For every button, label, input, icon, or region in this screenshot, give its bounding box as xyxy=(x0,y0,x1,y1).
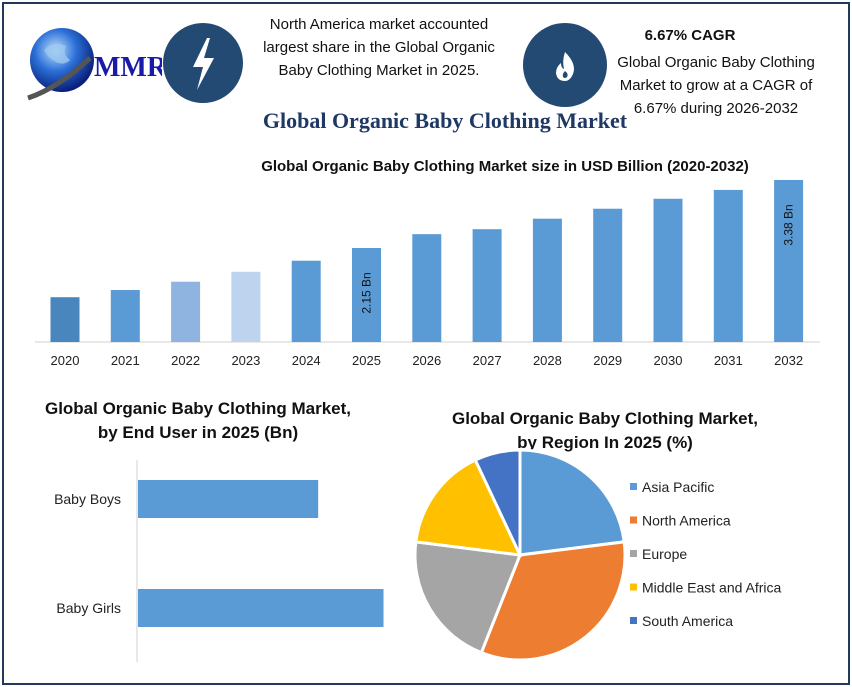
legend-south-america: South America xyxy=(642,613,733,629)
x-tick-2020: 2020 xyxy=(51,353,80,368)
legend-europe: Europe xyxy=(642,546,687,562)
bar-baby-boys xyxy=(138,480,319,518)
slice-europe xyxy=(413,540,523,655)
legend-north-america: North America xyxy=(642,513,731,529)
end-user-title-line2: by End User in 2025 (Bn) xyxy=(97,423,299,442)
bar-2029 xyxy=(593,208,623,342)
x-tick-2025: 2025 xyxy=(352,353,381,368)
bar-2032 xyxy=(774,179,804,342)
cagr-title: 6.67% CAGR xyxy=(644,27,736,44)
bar-2031 xyxy=(713,189,743,342)
mmr-logo: MMR xyxy=(27,28,162,101)
x-tick-2022: 2022 xyxy=(171,353,200,368)
slice-middle-east-and-africa xyxy=(414,457,523,557)
legend-swatch-north-america xyxy=(630,516,637,524)
data-label-2025: 2.15 Bn xyxy=(360,272,374,313)
legend-middle-east-and-africa: Middle East and Africa xyxy=(642,580,782,596)
end-user-chart: Baby Boys Baby Girls xyxy=(54,460,384,662)
x-tick-2023: 2023 xyxy=(231,353,260,368)
x-tick-2027: 2027 xyxy=(473,353,502,368)
x-tick-2028: 2028 xyxy=(533,353,562,368)
x-tick-2031: 2031 xyxy=(714,353,743,368)
slice-south-america xyxy=(473,448,522,556)
lightning-icon xyxy=(163,23,243,103)
label-baby-girls: Baby Girls xyxy=(56,600,121,616)
bar-2027 xyxy=(472,229,502,342)
end-user-title-line1: Global Organic Baby Clothing Market, xyxy=(44,399,352,418)
bar-2028 xyxy=(532,218,562,342)
region-title-line1: Global Organic Baby Clothing Market, xyxy=(451,409,759,428)
end-user-title: Global Organic Baby Clothing Market, by … xyxy=(40,397,356,445)
bar-2026 xyxy=(412,234,442,342)
bar-2030 xyxy=(653,198,683,342)
x-tick-2030: 2030 xyxy=(654,353,683,368)
legend-swatch-middle-east-and-africa xyxy=(630,583,637,591)
bar-baby-girls xyxy=(138,589,384,627)
x-tick-2032: 2032 xyxy=(774,353,803,368)
region-title: Global Organic Baby Clothing Market, by … xyxy=(430,407,780,455)
bar-2022 xyxy=(171,281,201,342)
legend-asia-pacific: Asia Pacific xyxy=(642,479,714,495)
bar-2020 xyxy=(50,297,80,342)
region-title-line2: by Region In 2025 (%) xyxy=(517,433,693,452)
data-label-2032: 3.38 Bn xyxy=(782,204,796,245)
bar-2023 xyxy=(231,271,261,342)
logo-text: MMR xyxy=(94,52,162,83)
region-pie-chart: Asia Pacific North America Europe Middle Ea… xyxy=(413,448,782,662)
flame-icon xyxy=(523,23,607,107)
highlight-north-america: North America market accounted largest s… xyxy=(263,16,495,79)
x-tick-2024: 2024 xyxy=(292,353,321,368)
market-size-chart: Global Organic Baby Clothing Market size… xyxy=(35,158,820,368)
legend-swatch-south-america xyxy=(630,617,637,624)
label-baby-boys: Baby Boys xyxy=(54,491,121,507)
bar-2025 xyxy=(352,247,381,342)
x-tick-2026: 2026 xyxy=(412,353,441,368)
x-tick-2029: 2029 xyxy=(593,353,622,368)
legend-swatch-europe xyxy=(630,550,637,557)
slice-asia-pacific xyxy=(518,448,626,557)
bar-chart-title: Global Organic Baby Clothing Market size… xyxy=(261,158,749,175)
bar-2021 xyxy=(110,290,140,342)
main-title: Global Organic Baby Clothing Market xyxy=(262,108,628,133)
legend-swatch-asia-pacific xyxy=(630,483,637,490)
bar-2024 xyxy=(291,260,321,342)
x-tick-2021: 2021 xyxy=(111,353,140,368)
highlight-cagr: Global Organic Baby Clothing Market to g… xyxy=(617,54,815,117)
slice-north-america xyxy=(479,540,627,662)
